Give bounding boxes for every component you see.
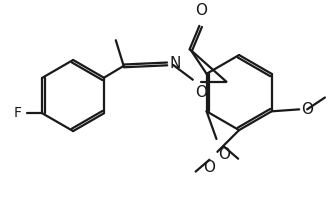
Text: O: O: [218, 147, 230, 162]
Text: O: O: [301, 102, 313, 117]
Text: O: O: [195, 85, 207, 100]
Text: N: N: [169, 57, 181, 71]
Text: F: F: [14, 106, 21, 120]
Text: O: O: [195, 4, 207, 18]
Text: O: O: [203, 160, 215, 175]
